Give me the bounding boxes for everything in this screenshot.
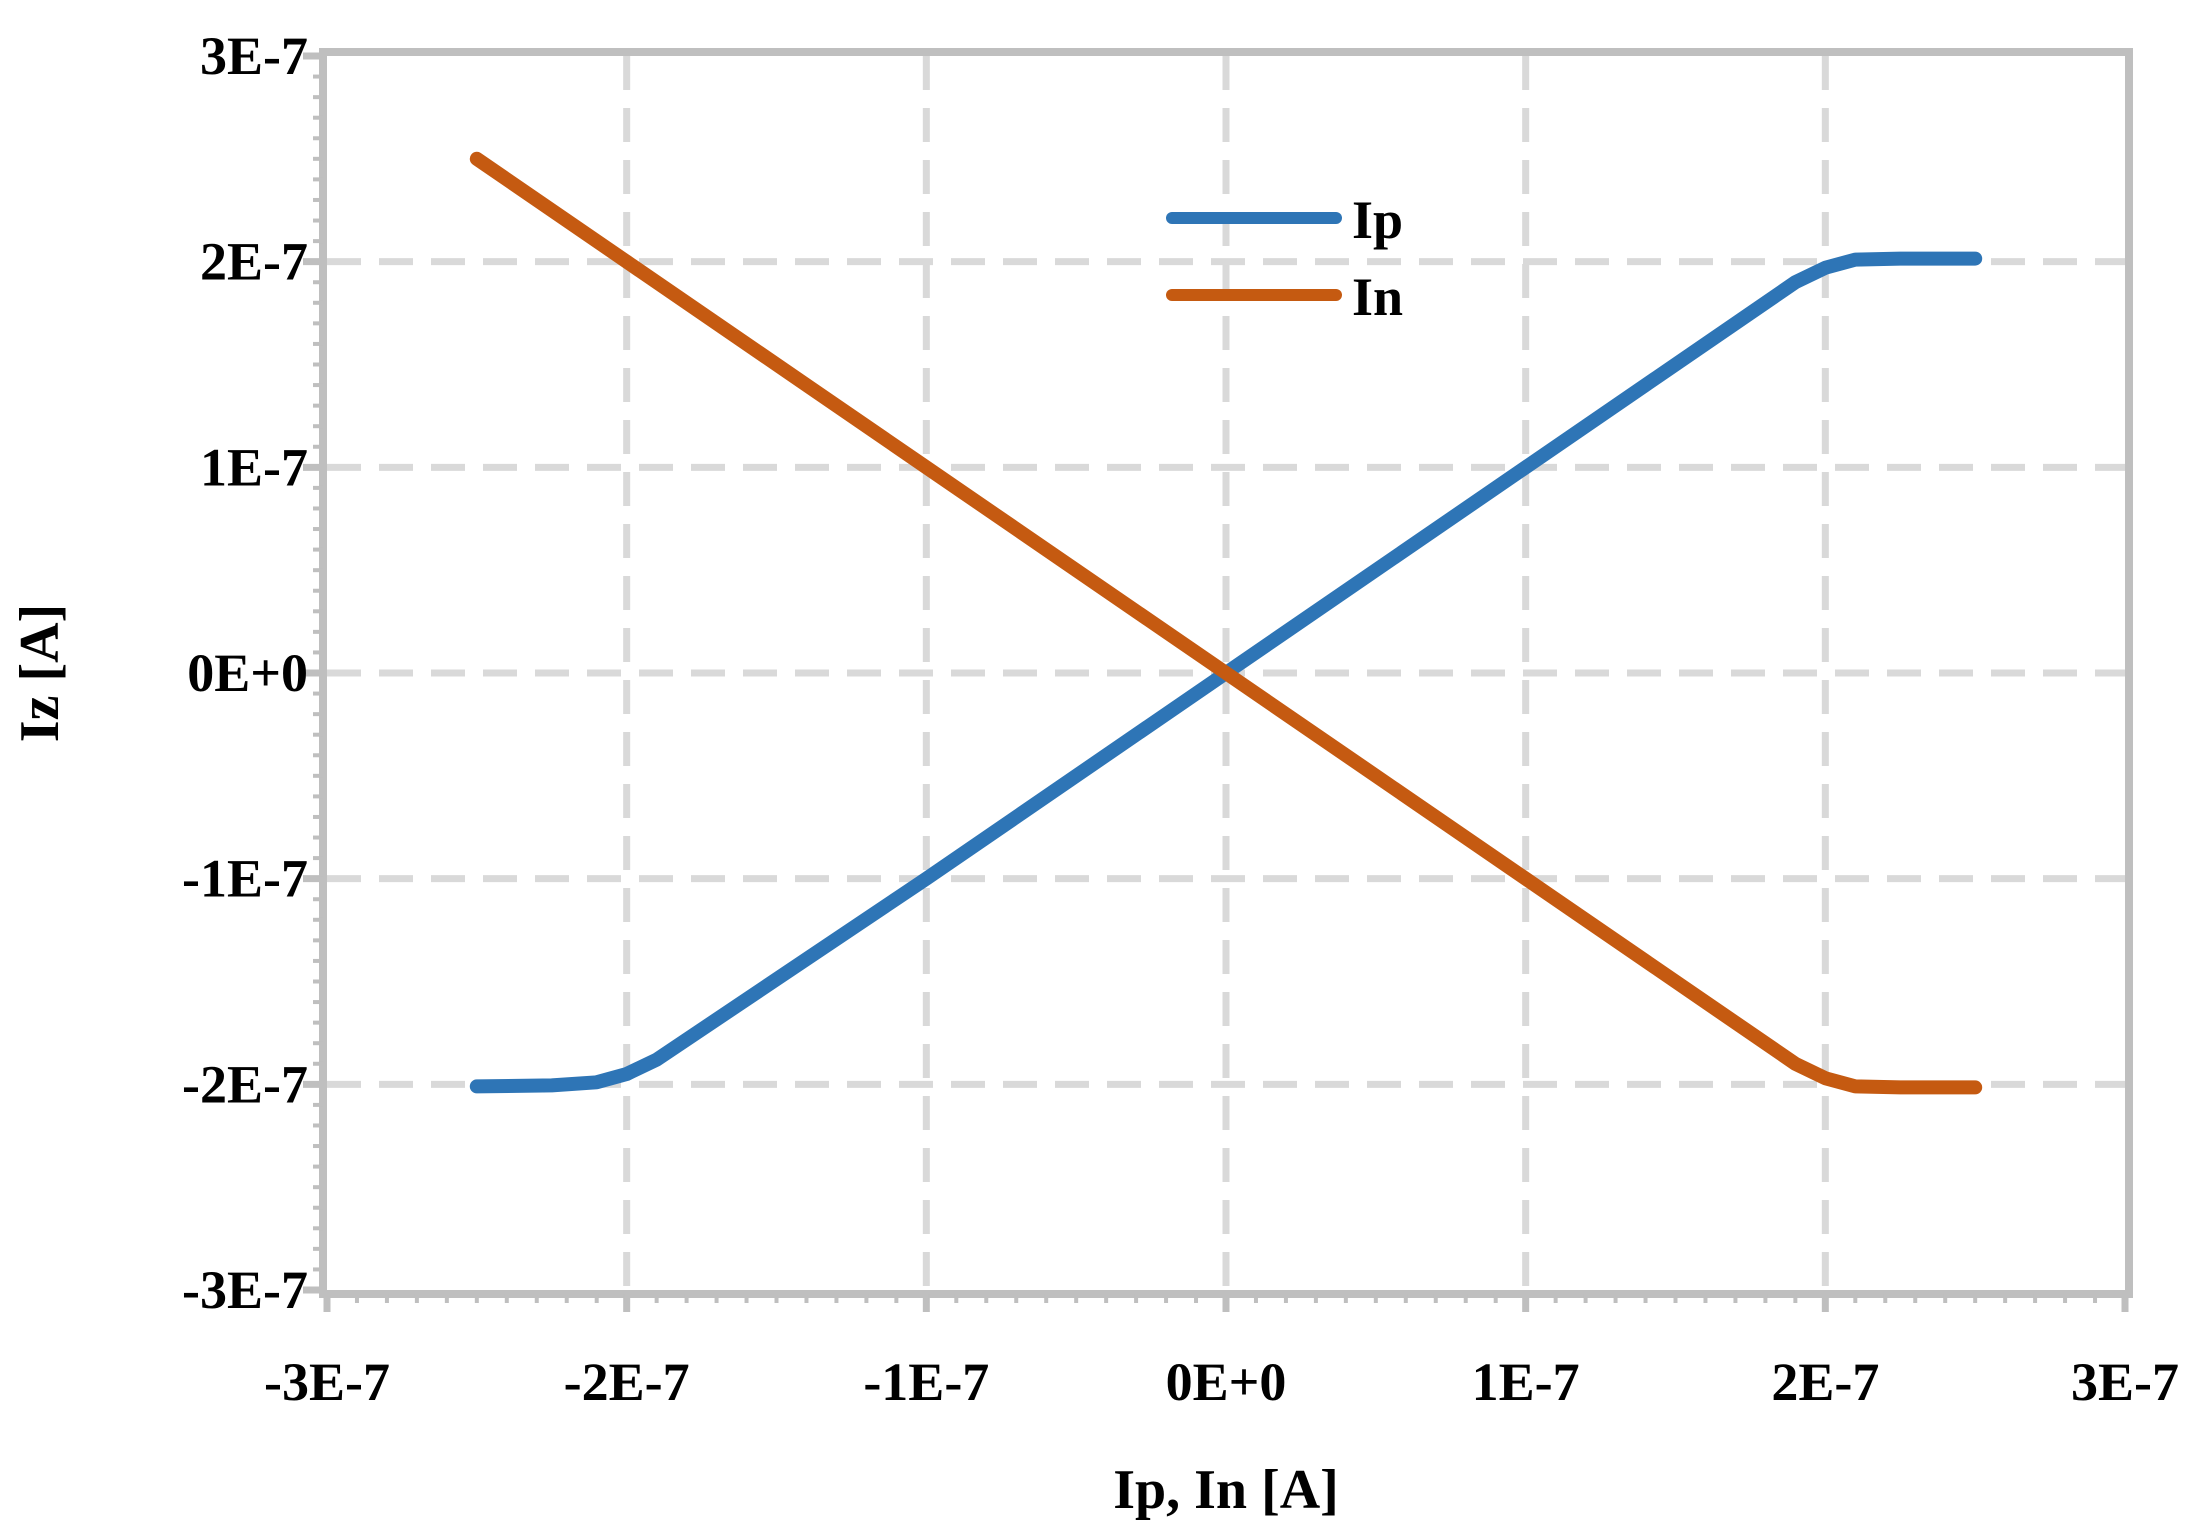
y-axis-tick-labels: 3E-7 2E-7 1E-7 0E+0 -1E-7 -2E-7 -3E-7 <box>182 26 308 1320</box>
y-tick-label: 3E-7 <box>200 26 308 86</box>
y-tick-label: -2E-7 <box>182 1054 308 1114</box>
y-tick-label: -3E-7 <box>182 1260 308 1320</box>
legend-label-ip: Ip <box>1352 190 1403 250</box>
x-axis-tick-labels: -3E-7 -2E-7 -1E-7 0E+0 1E-7 2E-7 3E-7 <box>264 1352 2179 1412</box>
x-axis-label: Ip, In [A] <box>1113 1459 1339 1521</box>
x-tick-label: 0E+0 <box>1166 1352 1287 1412</box>
x-tick-label: 1E-7 <box>1472 1352 1580 1412</box>
y-axis-label: Iz [A] <box>9 604 71 742</box>
x-tick-label: 2E-7 <box>1771 1352 1879 1412</box>
axis-ticks <box>303 52 2129 1312</box>
x-tick-label: -1E-7 <box>863 1352 989 1412</box>
series-line-in <box>469 151 1983 1095</box>
y-tick-label: -1E-7 <box>182 849 308 909</box>
x-tick-label: 3E-7 <box>2071 1352 2179 1412</box>
legend-label-in: In <box>1352 267 1403 327</box>
y-tick-label: 0E+0 <box>187 643 308 703</box>
series-layer <box>469 151 1983 1095</box>
legend: Ip In <box>1166 190 1403 327</box>
y-tick-label: 1E-7 <box>200 437 308 497</box>
x-tick-label: -3E-7 <box>264 1352 390 1412</box>
x-tick-label: -2E-7 <box>564 1352 690 1412</box>
y-tick-label: 2E-7 <box>200 232 308 292</box>
